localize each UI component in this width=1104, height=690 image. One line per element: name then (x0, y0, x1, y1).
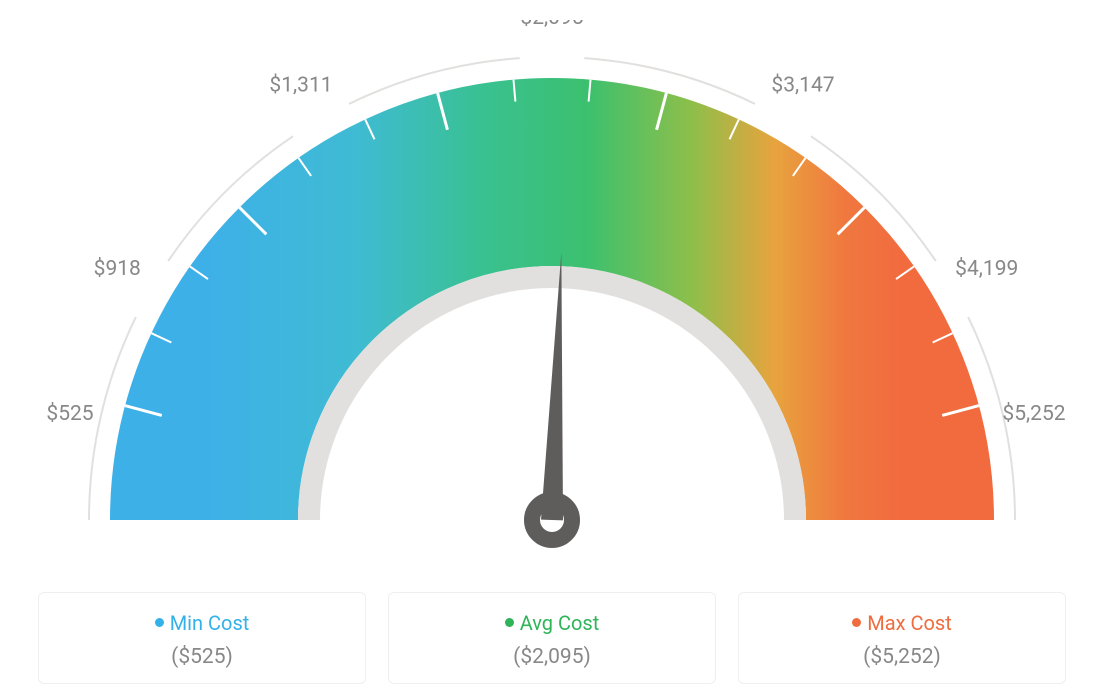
svg-text:$525: $525 (46, 402, 93, 426)
legend-label: Min Cost (170, 611, 250, 635)
legend-head-min: Min Cost (39, 611, 365, 635)
dot-icon (155, 618, 164, 627)
dot-icon (505, 618, 514, 627)
legend-row: Min Cost ($525) Avg Cost ($2,095) Max Co… (0, 592, 1104, 684)
svg-text:$4,199: $4,199 (955, 257, 1018, 281)
svg-text:$918: $918 (94, 257, 141, 281)
legend-head-max: Max Cost (739, 611, 1065, 635)
legend-card-min: Min Cost ($525) (38, 592, 366, 684)
legend-card-avg: Avg Cost ($2,095) (388, 592, 716, 684)
legend-label: Max Cost (867, 611, 952, 635)
dot-icon (852, 618, 861, 627)
gauge-svg: $525 $918 $1,311 $2,095 $3,147 $4,199 $5,252 (32, 20, 1072, 580)
legend-value-max: ($5,252) (739, 645, 1065, 669)
svg-text:$2,095: $2,095 (520, 20, 583, 30)
svg-text:$3,147: $3,147 (771, 73, 834, 97)
legend-value-min: ($525) (39, 645, 365, 669)
legend-head-avg: Avg Cost (389, 611, 715, 635)
svg-text:$5,252: $5,252 (1002, 402, 1065, 426)
legend-card-max: Max Cost ($5,252) (738, 592, 1066, 684)
legend-value-avg: ($2,095) (389, 645, 715, 669)
gauge-chart: $525 $918 $1,311 $2,095 $3,147 $4,199 $5,252 (0, 0, 1104, 580)
svg-text:$1,311: $1,311 (269, 73, 332, 97)
legend-label: Avg Cost (520, 611, 600, 635)
